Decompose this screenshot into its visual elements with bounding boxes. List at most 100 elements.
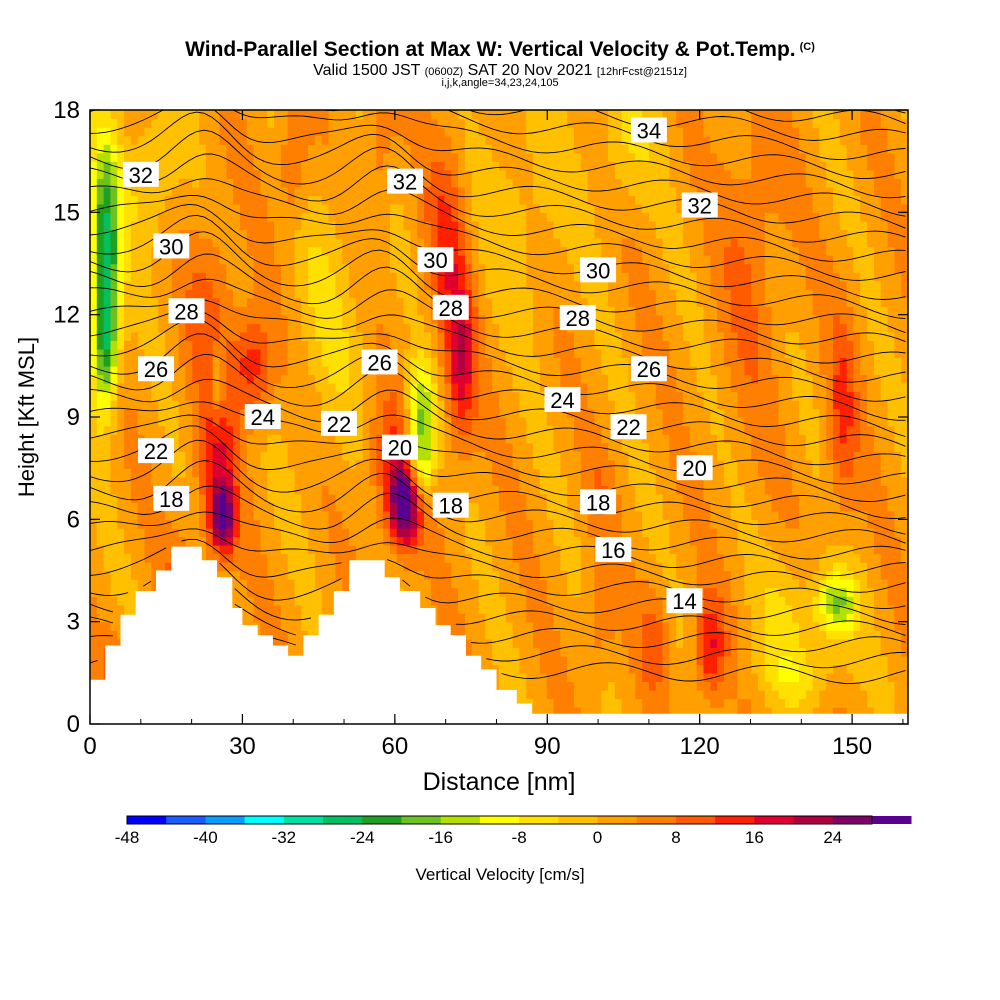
velocity-cell bbox=[246, 544, 255, 555]
velocity-cell bbox=[396, 289, 405, 299]
velocity-cell bbox=[199, 331, 207, 341]
velocity-cell bbox=[376, 203, 384, 214]
velocity-cell bbox=[519, 510, 527, 521]
velocity-cell bbox=[471, 289, 480, 299]
velocity-cell bbox=[246, 348, 255, 359]
velocity-cell bbox=[505, 613, 514, 623]
velocity-cell bbox=[444, 451, 452, 461]
velocity-cell bbox=[512, 263, 521, 273]
velocity-cell bbox=[96, 280, 105, 290]
velocity-cell bbox=[417, 110, 425, 120]
velocity-cell bbox=[553, 161, 562, 171]
velocity-cell bbox=[96, 169, 105, 179]
velocity-cell bbox=[117, 280, 125, 290]
velocity-cell bbox=[267, 186, 275, 196]
velocity-cell bbox=[526, 621, 534, 631]
velocity-cell bbox=[171, 399, 180, 410]
velocity-cell bbox=[430, 544, 439, 555]
velocity-cell bbox=[171, 417, 180, 427]
velocity-cell bbox=[383, 254, 391, 265]
velocity-cell bbox=[546, 246, 555, 256]
velocity-cell bbox=[396, 144, 405, 154]
velocity-cell bbox=[403, 502, 412, 512]
chart-title: Wind-Parallel Section at Max W: Vertical… bbox=[0, 38, 1000, 62]
velocity-cell bbox=[117, 485, 125, 495]
velocity-cell bbox=[410, 391, 418, 401]
velocity-cell bbox=[294, 527, 303, 538]
velocity-cell bbox=[130, 442, 139, 452]
velocity-cell bbox=[349, 374, 357, 384]
velocity-cell bbox=[526, 297, 534, 307]
velocity-cell bbox=[205, 553, 214, 563]
velocity-cell bbox=[349, 451, 357, 461]
velocity-cell bbox=[90, 630, 98, 640]
velocity-cell bbox=[253, 510, 262, 521]
velocity-cell bbox=[499, 220, 507, 231]
velocity-cell bbox=[471, 306, 480, 316]
velocity-cell bbox=[212, 110, 221, 120]
velocity-cell bbox=[478, 579, 487, 589]
velocity-cell bbox=[458, 289, 466, 299]
velocity-cell bbox=[267, 561, 275, 572]
velocity-cell bbox=[137, 468, 146, 478]
velocity-cell bbox=[90, 237, 98, 248]
velocity-cell bbox=[560, 579, 568, 589]
velocity-cell bbox=[430, 434, 439, 444]
velocity-cell bbox=[389, 272, 398, 282]
velocity-cell bbox=[533, 280, 541, 290]
velocity-cell bbox=[478, 161, 487, 171]
velocity-cell bbox=[253, 451, 262, 461]
velocity-cell bbox=[342, 493, 350, 503]
velocity-cell bbox=[328, 220, 337, 231]
velocity-cell bbox=[539, 144, 548, 154]
velocity-cell bbox=[553, 195, 562, 205]
velocity-cell bbox=[267, 340, 275, 350]
velocity-cell bbox=[294, 451, 303, 461]
velocity-cell bbox=[526, 459, 534, 469]
velocity-cell bbox=[103, 399, 112, 410]
velocity-cell bbox=[376, 314, 384, 324]
velocity-cell bbox=[396, 331, 405, 341]
velocity-cell bbox=[233, 527, 241, 538]
velocity-cell bbox=[110, 280, 118, 290]
velocity-cell bbox=[164, 323, 173, 333]
velocity-cell bbox=[301, 570, 309, 580]
velocity-cell bbox=[485, 442, 493, 452]
velocity-cell bbox=[137, 110, 146, 120]
velocity-cell bbox=[533, 382, 541, 393]
velocity-cell bbox=[410, 127, 418, 137]
velocity-cell bbox=[485, 229, 493, 239]
velocity-cell bbox=[226, 161, 234, 171]
velocity-cell bbox=[280, 561, 289, 572]
velocity-cell bbox=[137, 118, 146, 128]
velocity-cell bbox=[137, 391, 146, 401]
velocity-cell bbox=[117, 374, 125, 384]
velocity-cell bbox=[212, 178, 221, 188]
velocity-cell bbox=[246, 425, 255, 435]
velocity-cell bbox=[260, 127, 268, 137]
velocity-cell bbox=[321, 587, 330, 597]
velocity-cell bbox=[464, 212, 473, 222]
velocity-cell bbox=[335, 331, 343, 341]
velocity-cell bbox=[314, 570, 323, 580]
velocity-cell bbox=[485, 382, 493, 393]
velocity-cell bbox=[267, 459, 275, 469]
velocity-cell bbox=[546, 374, 555, 384]
velocity-cell bbox=[437, 519, 446, 529]
velocity-cell bbox=[389, 195, 398, 205]
velocity-cell bbox=[314, 544, 323, 555]
velocity-cell bbox=[403, 425, 412, 435]
velocity-cell bbox=[512, 510, 521, 521]
velocity-cell bbox=[376, 408, 384, 418]
velocity-cell bbox=[124, 280, 132, 290]
velocity-cell bbox=[485, 613, 493, 623]
velocity-cell bbox=[553, 280, 562, 290]
velocity-cell bbox=[144, 340, 153, 350]
velocity-cell bbox=[471, 272, 480, 282]
velocity-cell bbox=[260, 297, 268, 307]
velocity-cell bbox=[505, 630, 514, 640]
velocity-cell bbox=[124, 391, 132, 401]
velocity-cell bbox=[274, 323, 282, 333]
velocity-cell bbox=[389, 382, 398, 393]
velocity-cell bbox=[369, 110, 377, 120]
